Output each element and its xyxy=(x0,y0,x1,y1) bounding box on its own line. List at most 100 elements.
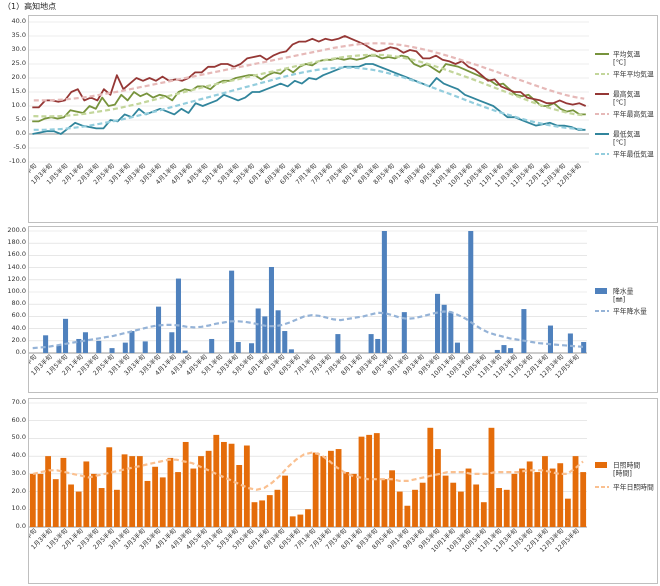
bar xyxy=(289,516,296,527)
sunshine-chart: 1月1半旬1月3半旬1月5半旬2月1半旬2月3半旬2月5半旬3月1半旬3月3半旬… xyxy=(29,402,654,554)
bar xyxy=(76,338,82,353)
bar xyxy=(328,450,334,527)
bar xyxy=(480,502,487,527)
bar xyxy=(106,447,113,527)
legend-label: 日照時間[時間] xyxy=(613,462,640,478)
legend-label: 平年最高気温 xyxy=(613,110,654,119)
y-tick-label: 10.0 xyxy=(11,101,26,109)
y-tick-label: 60.0 xyxy=(11,415,26,424)
bar xyxy=(572,456,579,527)
bar xyxy=(557,463,564,527)
bar xyxy=(75,491,82,527)
bar xyxy=(282,475,288,527)
series-line xyxy=(32,63,586,135)
bar xyxy=(113,489,120,527)
precipitation-chart: 1月1半旬1月3半旬1月5半旬2月1半旬2月3半旬2月5半旬3月1半旬3月3半旬… xyxy=(29,230,647,380)
bar xyxy=(45,456,52,527)
bar xyxy=(368,334,374,353)
y-tick-label: 20.0 xyxy=(11,486,26,495)
bar xyxy=(547,325,553,353)
bar xyxy=(251,502,258,527)
series-line xyxy=(32,35,587,109)
sunshine-chart-panel: 1月1半旬 1月3半旬 1月5半旬 2月1半旬 2月3半旬 2月5半旬 3月1半旬 3月3半旬… xyxy=(28,398,658,584)
bar xyxy=(450,482,457,527)
legend-label: 最低気温[℃] xyxy=(613,130,640,147)
bar xyxy=(542,456,548,527)
page-title: （1）高知地点 xyxy=(3,2,57,11)
normal-series-line xyxy=(32,310,584,350)
legend-label: 平年降水量 xyxy=(613,307,647,316)
bar xyxy=(488,427,495,527)
y-tick-label: -10.0 xyxy=(9,157,26,165)
bar xyxy=(96,340,102,353)
bar xyxy=(129,331,135,353)
bar xyxy=(494,349,500,353)
bar xyxy=(56,345,62,353)
bar xyxy=(228,443,235,527)
bar xyxy=(419,482,426,527)
bar xyxy=(448,312,454,353)
y-tick-label: 10.0 xyxy=(11,504,26,513)
bar xyxy=(37,473,44,527)
bar xyxy=(82,332,88,353)
bar xyxy=(190,468,197,527)
y-tick-label: 0.0 xyxy=(15,129,26,137)
bar xyxy=(109,348,115,353)
bar xyxy=(169,332,175,353)
y-tick-label: 180.0 xyxy=(7,238,26,247)
bar xyxy=(235,342,241,353)
bar xyxy=(156,306,162,353)
bar xyxy=(68,484,74,527)
y-tick-label: 50.0 xyxy=(11,433,26,442)
bar xyxy=(83,461,90,527)
y-tick-label: 25.0 xyxy=(11,59,26,67)
bar xyxy=(457,491,464,527)
bar xyxy=(152,466,159,527)
bar xyxy=(441,304,447,353)
bar xyxy=(427,427,434,527)
bar xyxy=(503,489,510,527)
bar xyxy=(98,488,105,527)
legend-label: 降水量[㎜] xyxy=(613,287,634,304)
bar xyxy=(167,457,174,527)
bar xyxy=(122,342,128,353)
bar xyxy=(43,335,49,353)
bar xyxy=(262,316,268,353)
y-tick-label: 30.0 xyxy=(11,468,26,477)
bar xyxy=(91,473,97,527)
legend-label: 平年日照時間 xyxy=(613,483,654,492)
bar xyxy=(198,456,204,527)
bar xyxy=(142,341,148,353)
bar xyxy=(343,472,350,527)
bar xyxy=(282,331,288,353)
bar xyxy=(435,293,441,353)
bar xyxy=(229,270,235,353)
bar xyxy=(288,349,294,353)
bar xyxy=(243,445,250,527)
bar xyxy=(381,479,388,527)
y-tick-label: 100.0 xyxy=(7,287,26,295)
y-tick-label: 20.0 xyxy=(11,73,26,81)
y-tick-label: 70.0 xyxy=(11,398,26,406)
bar xyxy=(297,514,304,527)
legend-label: 平年最低気温 xyxy=(613,150,654,159)
bar xyxy=(366,434,373,527)
precipitation-chart-panel: 1月1半旬 1月3半旬 1月5半旬 2月1半旬 2月3半旬 2月5半旬 3月1半旬 3月3半旬… xyxy=(28,226,658,393)
bar xyxy=(442,475,449,527)
bar xyxy=(564,498,571,527)
y-tick-label: 160.0 xyxy=(7,250,26,259)
bar xyxy=(209,338,215,353)
bar xyxy=(305,509,311,527)
y-tick-label: 35.0 xyxy=(11,31,26,39)
y-tick-label: 0.0 xyxy=(15,522,26,530)
bar xyxy=(580,472,587,527)
bar xyxy=(465,468,472,527)
bar xyxy=(221,441,227,527)
bar xyxy=(255,308,261,353)
bar xyxy=(52,479,59,527)
bar xyxy=(60,457,67,527)
bar xyxy=(358,436,365,527)
bar xyxy=(29,473,36,527)
legend-swatch xyxy=(595,462,607,468)
bar xyxy=(268,266,274,353)
